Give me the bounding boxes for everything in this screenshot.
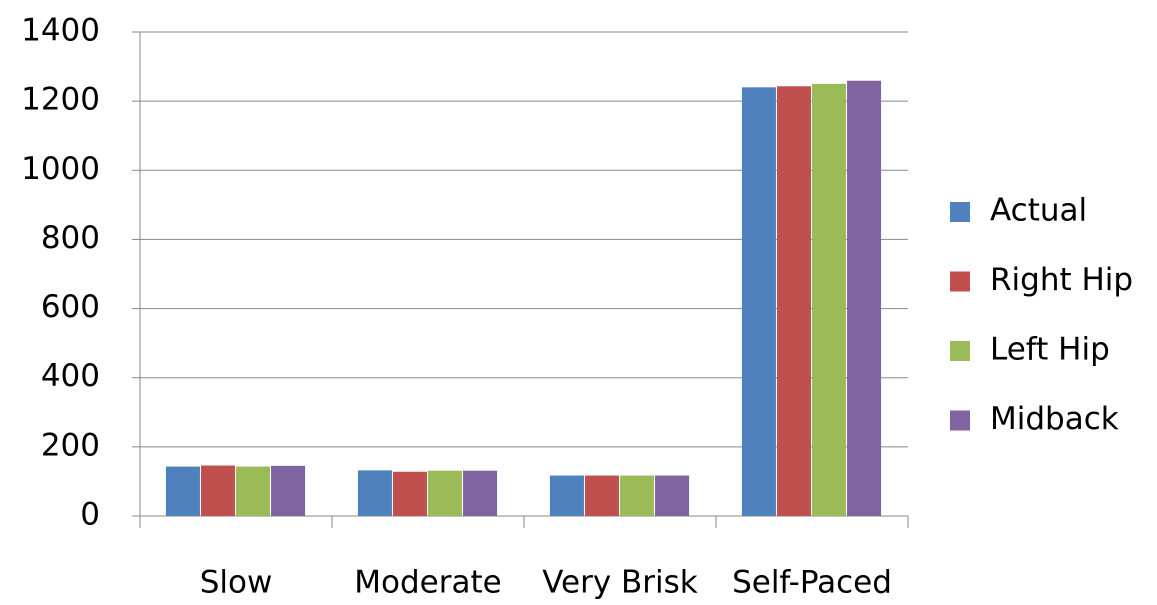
y-tick-label: 800 <box>41 220 100 256</box>
bar <box>392 471 427 516</box>
legend-label: Actual <box>990 193 1087 229</box>
legend-swatch <box>950 341 970 361</box>
y-tick-label: 1200 <box>21 82 100 118</box>
bar <box>463 470 498 516</box>
x-tick-label: Slow <box>200 565 273 601</box>
y-tick-label: 600 <box>41 289 100 325</box>
bar <box>236 466 271 516</box>
x-tick-label: Very Brisk <box>542 565 698 601</box>
bar <box>200 465 235 516</box>
bar <box>620 475 655 516</box>
bar <box>357 470 392 516</box>
legend-label: Midback <box>990 401 1119 437</box>
legend-label: Right Hip <box>990 262 1133 298</box>
y-tick-label: 0 <box>80 497 100 533</box>
bar <box>271 465 306 516</box>
bar <box>812 83 847 516</box>
legend-swatch <box>950 271 970 292</box>
y-tick-label: 400 <box>41 358 100 394</box>
x-tick-label: Self-Paced <box>732 565 892 601</box>
bar <box>655 475 690 516</box>
bar <box>741 87 776 517</box>
bar <box>165 466 200 516</box>
legend-label: Left Hip <box>990 332 1110 368</box>
y-tick-label: 200 <box>41 427 100 463</box>
bar <box>428 470 463 516</box>
y-tick-label: 1000 <box>21 151 100 187</box>
bar <box>584 475 619 516</box>
bar <box>847 80 882 516</box>
legend-swatch <box>950 202 970 222</box>
y-tick-label: 1400 <box>21 13 100 49</box>
legend-swatch <box>950 410 970 431</box>
x-tick-label: Moderate <box>354 565 501 601</box>
bar <box>549 475 584 516</box>
bar <box>776 86 811 516</box>
